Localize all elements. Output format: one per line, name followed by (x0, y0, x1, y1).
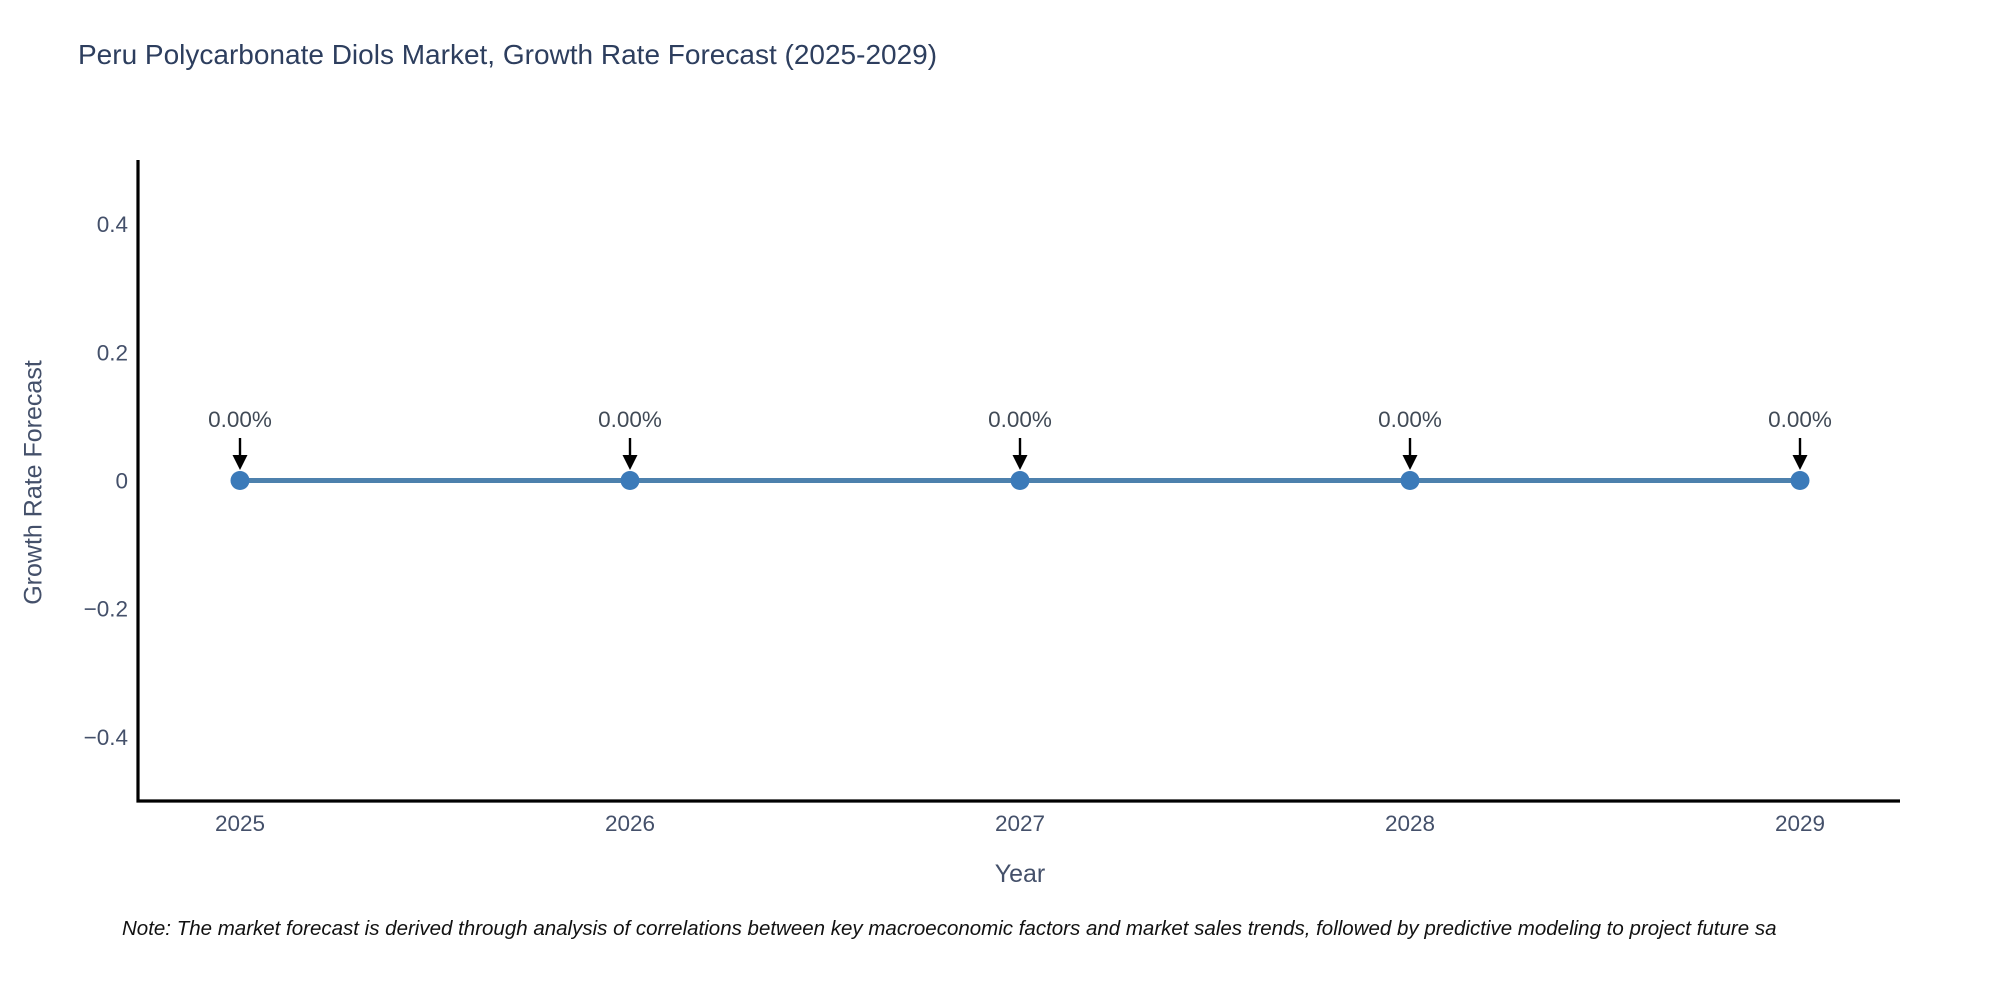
point-annotation-label: 0.00% (598, 407, 662, 432)
data-point-marker[interactable] (1790, 471, 1810, 490)
point-annotation-label: 0.00% (1768, 407, 1832, 432)
x-tick-label: 2027 (995, 811, 1045, 836)
annotation-arrowhead-icon (622, 455, 638, 470)
y-tick-label: 0 (115, 469, 128, 494)
annotation-arrowhead-icon (1012, 455, 1028, 470)
point-annotation-label: 0.00% (1378, 407, 1442, 432)
axis-lines (136, 160, 1900, 803)
x-tick-label: 2029 (1775, 811, 1825, 836)
data-point-marker[interactable] (1010, 471, 1030, 490)
data-point-marker[interactable] (620, 471, 640, 490)
annotation-arrowhead-icon (232, 455, 248, 470)
x-tick-label: 2028 (1385, 811, 1435, 836)
y-tick-label: −0.2 (84, 597, 128, 622)
data-point-marker[interactable] (1400, 471, 1420, 490)
data-point-marker[interactable] (230, 471, 250, 490)
y-tick-label: −0.4 (84, 725, 128, 750)
point-annotation-label: 0.00% (988, 407, 1052, 432)
y-tick-label: 0.4 (97, 212, 128, 237)
point-annotation-label: 0.00% (208, 407, 272, 432)
x-axis-title: Year (994, 860, 1046, 888)
x-tick-label: 2025 (215, 811, 265, 836)
annotation-arrowhead-icon (1402, 455, 1418, 470)
x-tick-label: 2026 (605, 811, 655, 836)
chart-note: Note: The market forecast is derived thr… (122, 917, 1777, 940)
annotation-arrowhead-icon (1792, 455, 1808, 470)
chart-title: Peru Polycarbonate Diols Market, Growth … (78, 39, 938, 70)
y-tick-label: 0.2 (97, 340, 128, 365)
